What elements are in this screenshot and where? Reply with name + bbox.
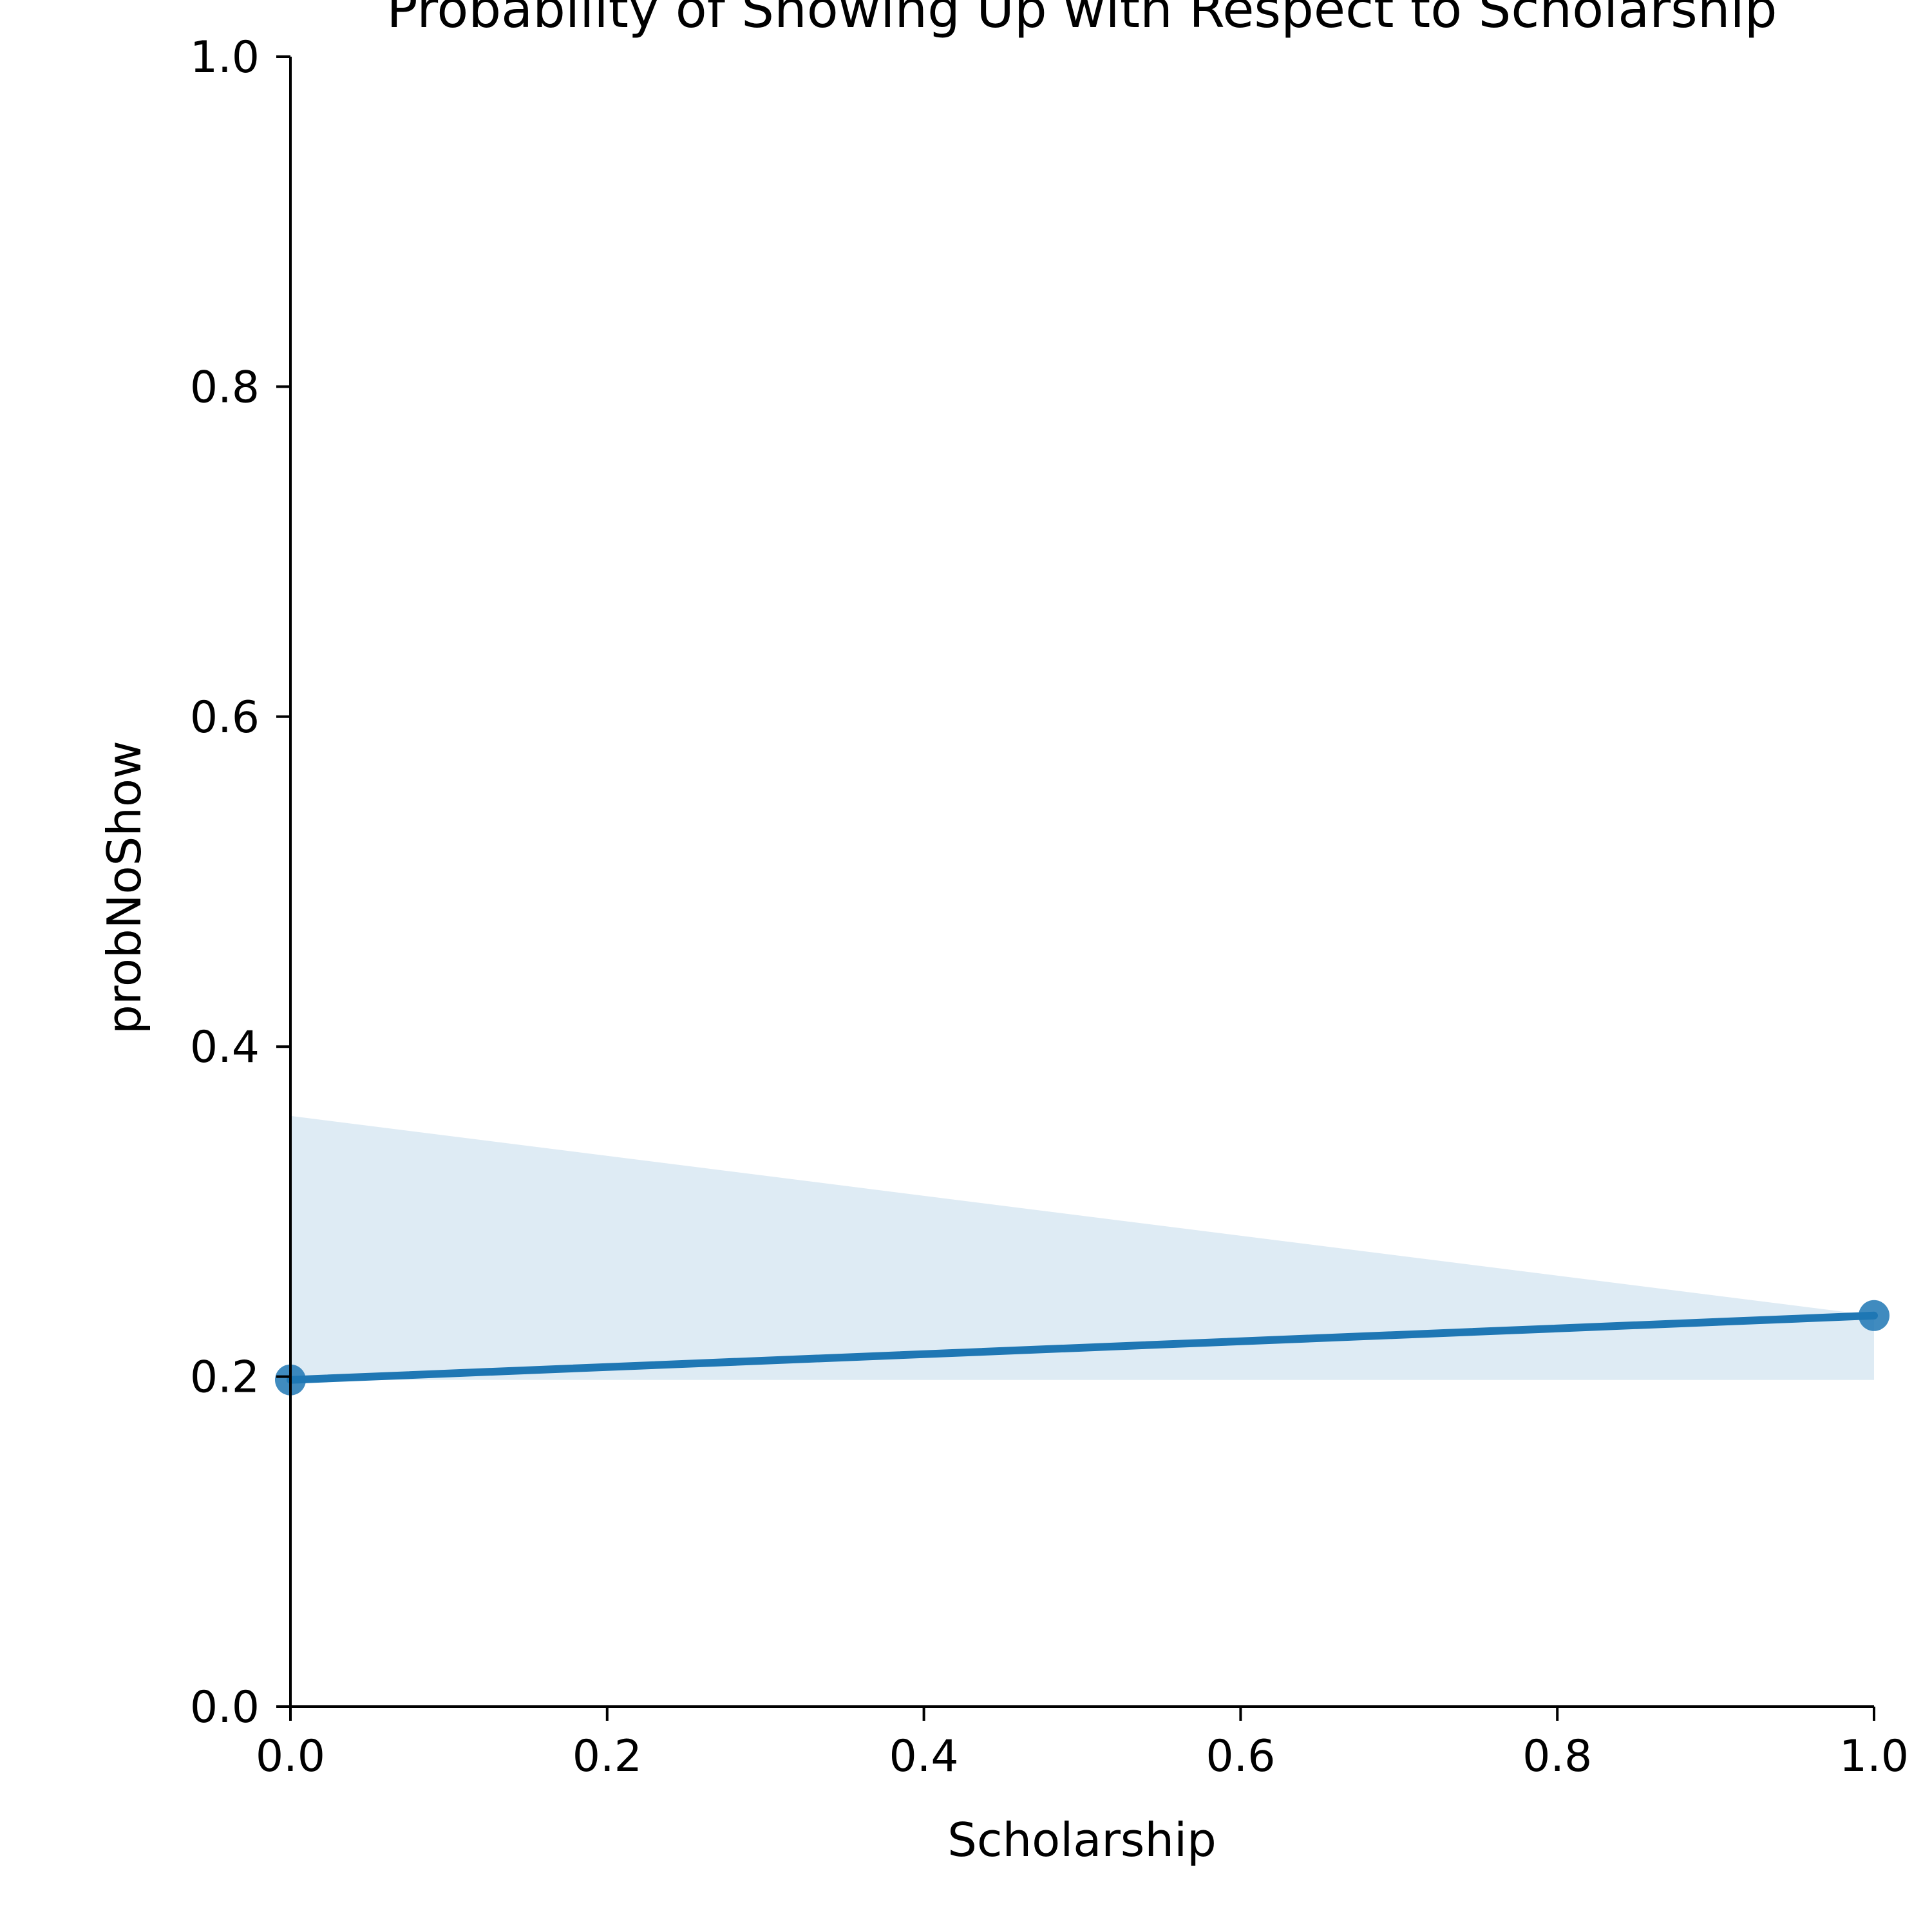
y-tick-label: 0.4 — [190, 1022, 260, 1073]
x-tick-label: 0.2 — [573, 1731, 642, 1782]
plot-area — [275, 1115, 1889, 1396]
y-tick-label: 0.2 — [190, 1352, 260, 1403]
x-axis-title: Scholarship — [947, 1813, 1217, 1867]
x-tick-label: 0.6 — [1206, 1731, 1275, 1782]
x-tick-label: 1.0 — [1839, 1731, 1909, 1782]
y-tick-label: 1.0 — [190, 32, 260, 83]
x-tick-label: 0.4 — [889, 1731, 959, 1782]
x-tick-label: 0.0 — [256, 1731, 325, 1782]
series-line — [287, 1311, 1878, 1384]
y-tick-label: 0.8 — [190, 362, 260, 413]
confidence-band — [290, 1115, 1874, 1380]
data-point — [1859, 1300, 1889, 1331]
x-tick-label: 0.8 — [1522, 1731, 1592, 1782]
y-axis-title: probNoShow — [97, 741, 151, 1034]
y-axis-ticks: 0.0 0.2 0.4 0.6 0.8 1.0 — [190, 32, 290, 1733]
chart-title: Probability of Showing Up with Respect t… — [386, 0, 1777, 39]
x-axis-ticks: 0.0 0.2 0.4 0.6 0.8 1.0 — [256, 1707, 1909, 1782]
y-tick-label: 0.6 — [190, 692, 260, 743]
y-tick-label: 0.0 — [190, 1682, 260, 1733]
